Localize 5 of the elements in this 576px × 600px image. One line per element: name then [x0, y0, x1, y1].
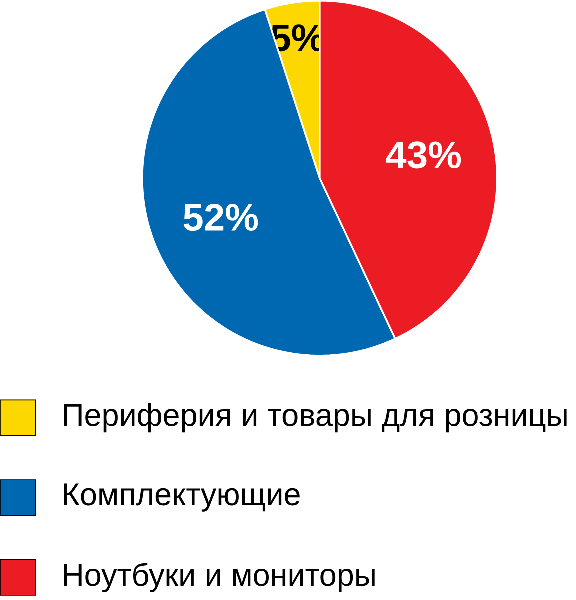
data-label: 52% [184, 204, 258, 232]
legend-label: Комплектующие [64, 484, 300, 512]
legend-label: Ноутбуки и мониторы [64, 562, 375, 592]
legend-label: Периферия и товары для розницы [64, 403, 567, 433]
data-label: 43% [386, 142, 461, 169]
